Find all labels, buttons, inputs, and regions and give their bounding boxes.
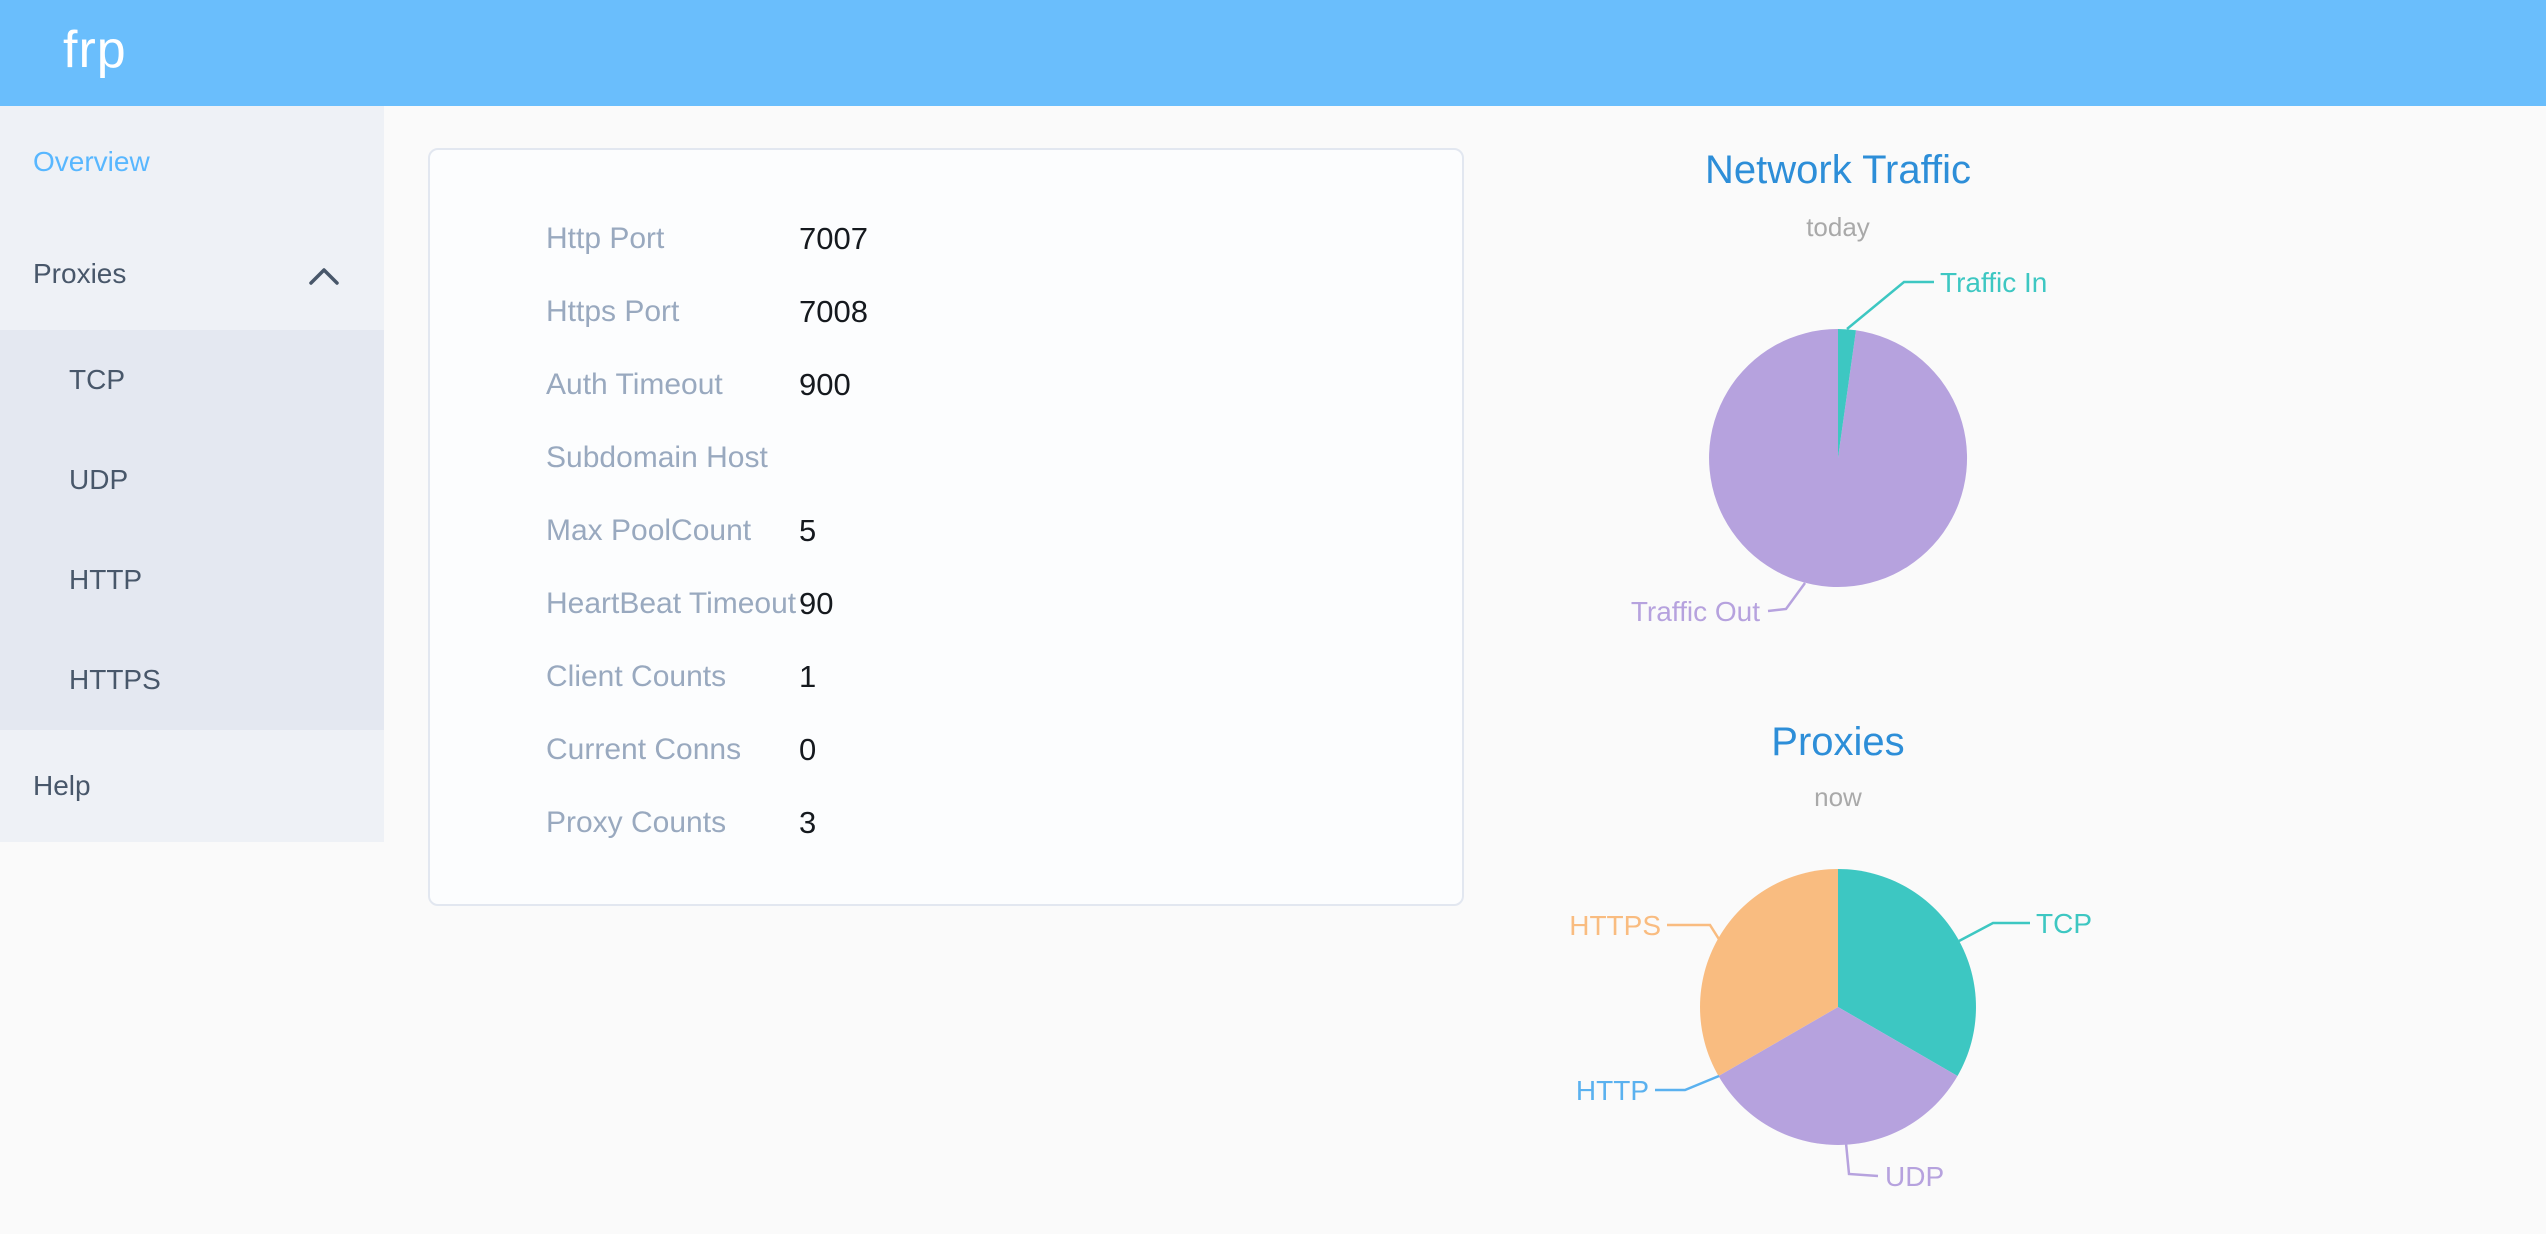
pie-label-tcp: TCP xyxy=(2036,908,2092,939)
sidebar-item-overview[interactable]: Overview xyxy=(0,106,384,218)
table-row: Current Conns 0 xyxy=(430,713,1462,786)
row-label: Auth Timeout xyxy=(546,367,723,401)
table-row: Http Port 7007 xyxy=(430,202,1462,275)
sidebar-item-overview-label: Overview xyxy=(33,146,150,177)
leader-line-tcp xyxy=(1958,921,2030,943)
sidebar: Overview Proxies TCP UDP HTTP HTTPS Help xyxy=(0,106,384,842)
pie-slice-traffic-out[interactable] xyxy=(1709,329,1968,587)
pie-label-udp: UDP xyxy=(1885,1161,1944,1192)
traffic-chart-subtitle: today xyxy=(1806,212,1870,242)
pie-label-https: HTTPS xyxy=(1569,910,1661,941)
row-value: 7008 xyxy=(799,293,868,329)
row-label: HeartBeat Timeout xyxy=(546,586,797,620)
sidebar-item-http[interactable]: HTTP xyxy=(0,530,384,630)
sidebar-item-http-label: HTTP xyxy=(69,564,143,595)
pie-slice-https[interactable] xyxy=(1700,869,1838,1076)
proxies-pie-chart: TCP HTTPS HTTP UDP xyxy=(1569,869,2092,1192)
table-row: Subdomain Host xyxy=(430,421,1462,494)
sidebar-item-udp-label: UDP xyxy=(69,464,129,495)
table-row: Https Port 7008 xyxy=(430,275,1462,348)
leader-line-https xyxy=(1667,923,1724,945)
row-value: 3 xyxy=(799,804,817,840)
row-value: 90 xyxy=(799,585,834,621)
app-logo: frp xyxy=(63,21,127,79)
pie-label-traffic-out: Traffic Out xyxy=(1631,596,1760,627)
row-label: Https Port xyxy=(546,294,680,328)
leader-line-traffic-in xyxy=(1846,280,1934,330)
sidebar-item-proxies[interactable]: Proxies xyxy=(0,218,384,330)
pie-slice-traffic-in[interactable] xyxy=(1838,329,1856,458)
row-value: 0 xyxy=(799,731,817,767)
sidebar-item-help-label: Help xyxy=(33,770,91,801)
row-label: Max PoolCount xyxy=(546,513,752,547)
row-label: Client Counts xyxy=(546,659,727,693)
table-row: HeartBeat Timeout 90 xyxy=(430,567,1462,640)
leader-line-http xyxy=(1655,1074,1720,1092)
charts-panel: Network Traffic today Traffic In Traffic… xyxy=(1464,106,2546,1234)
sidebar-item-udp[interactable]: UDP xyxy=(0,430,384,530)
server-info-card: Http Port 7007 Https Port 7008 Auth Time… xyxy=(428,148,1464,906)
app-header: frp xyxy=(0,0,2546,106)
leader-line-traffic-out xyxy=(1767,582,1807,613)
sidebar-item-tcp-label: TCP xyxy=(69,364,125,395)
sidebar-item-proxies-label: Proxies xyxy=(33,258,127,289)
traffic-chart-title: Network Traffic xyxy=(1705,148,1971,192)
sidebar-item-tcp[interactable]: TCP xyxy=(0,330,384,430)
traffic-pie-chart: Traffic In Traffic Out xyxy=(1631,267,2048,627)
sidebar-item-help[interactable]: Help xyxy=(0,730,384,842)
pie-slice-udp[interactable] xyxy=(1718,1007,1958,1145)
table-row: Proxy Counts 3 xyxy=(430,786,1462,859)
row-label: Current Conns xyxy=(546,732,742,766)
table-row: Auth Timeout 900 xyxy=(430,348,1462,421)
table-row: Max PoolCount 5 xyxy=(430,494,1462,567)
proxies-chart-title: Proxies xyxy=(1771,720,1905,764)
chevron-up-icon xyxy=(309,268,339,285)
sidebar-item-https-label: HTTPS xyxy=(69,664,161,695)
row-value: 1 xyxy=(799,658,817,694)
pie-slice-tcp[interactable] xyxy=(1838,869,1976,1076)
row-label: Proxy Counts xyxy=(546,805,727,839)
table-row: Client Counts 1 xyxy=(430,640,1462,713)
row-label: Subdomain Host xyxy=(546,440,768,474)
leader-line-udp xyxy=(1844,1142,1879,1178)
sidebar-item-https[interactable]: HTTPS xyxy=(0,630,384,730)
server-info-table: Http Port 7007 Https Port 7008 Auth Time… xyxy=(430,202,1462,859)
row-value: 900 xyxy=(799,366,851,402)
pie-label-traffic-in: Traffic In xyxy=(1940,267,2047,298)
pie-label-http: HTTP xyxy=(1576,1075,1649,1106)
row-label: Http Port xyxy=(546,221,665,255)
sidebar-submenu-proxies: TCP UDP HTTP HTTPS xyxy=(0,330,384,730)
proxies-chart-subtitle: now xyxy=(1814,782,1862,812)
row-value: 7007 xyxy=(799,220,868,256)
row-value: 5 xyxy=(799,512,817,548)
